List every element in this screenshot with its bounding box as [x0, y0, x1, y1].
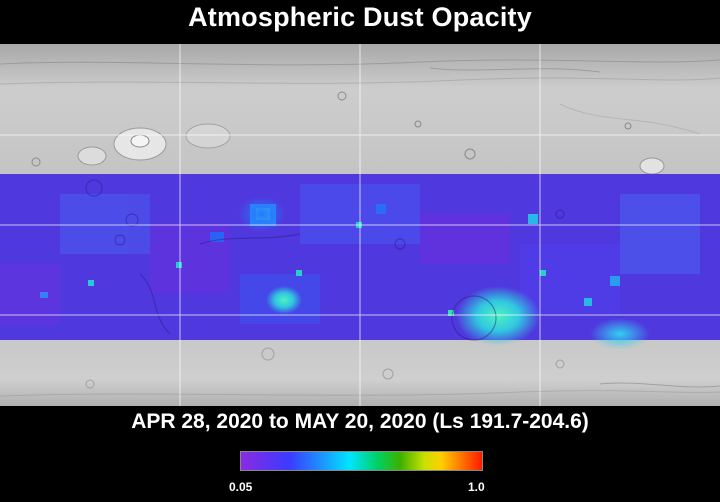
- colorbar: [240, 451, 483, 471]
- dust-hotspot-west: [266, 286, 302, 314]
- craters-north: [31, 91, 632, 167]
- colorbar-min-label: 0.05: [229, 480, 253, 494]
- terrain-features-north: [0, 59, 720, 135]
- dust-hotspot-north: [238, 196, 286, 232]
- dust-hotspot-east: [590, 318, 650, 350]
- date-range-label: APR 28, 2020 to MAY 20, 2020 (Ls 191.7-2…: [131, 410, 589, 433]
- dust-hotspot-south: [456, 286, 540, 346]
- dust-patches: [0, 184, 700, 324]
- volcano-olympus: [77, 123, 665, 175]
- lat-lon-grid: [0, 44, 720, 406]
- map-svg: [0, 44, 720, 406]
- dust-opacity-map: [0, 44, 720, 406]
- terrain-features-south: [0, 347, 720, 397]
- colorbar-max-label: 1.0: [468, 480, 485, 494]
- page-title: Atmospheric Dust Opacity: [188, 2, 532, 32]
- terrain-through-overlay: [85, 179, 565, 341]
